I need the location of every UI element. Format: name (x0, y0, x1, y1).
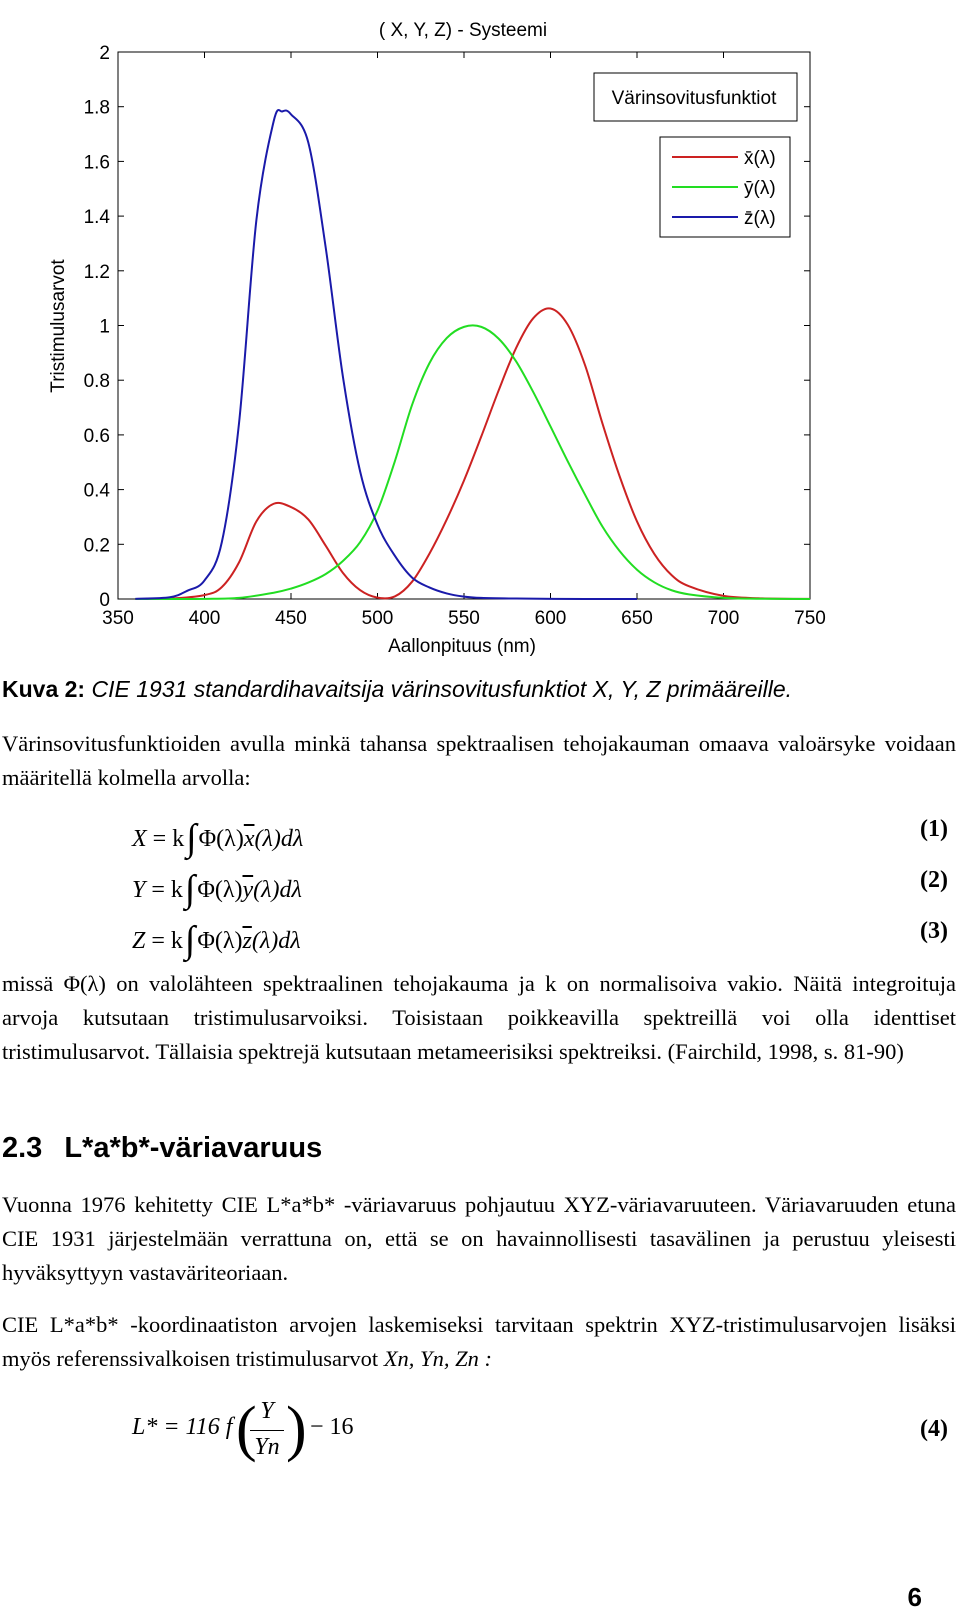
legend-title-box: Värinsovitusfunktiot (593, 72, 798, 122)
x-tick-label: 650 (621, 608, 653, 629)
section-number: 2.3 (2, 1132, 43, 1164)
y-axis-label: Tristimulusarvot (48, 259, 69, 393)
section-title: L*a*b*-väriavaruus (64, 1132, 323, 1164)
x-tick-label: 600 (535, 608, 567, 629)
y-tick-label: 2 (99, 43, 110, 64)
caption-text: CIE 1931 standardihavaitsija värinsovitu… (91, 676, 793, 702)
equation-1: X = k∫Φ(λ)x(λ)dλ (132, 817, 304, 859)
x-axis-label: Aallonpituus (nm) (388, 636, 536, 657)
tristimulus-chart: ( X, Y, Z) - Systeemi 0 0.2 0.4 0.6 0.8 1 1.2 1… (48, 20, 826, 657)
paragraph-lab: Vuonna 1976 kehitetty CIE L*a*b* -väriav… (2, 1192, 956, 1285)
legend-entry-z: z̄(λ) (744, 208, 776, 229)
equation-3-number: (3) (920, 918, 948, 944)
y-tick-label: 1.6 (84, 152, 110, 173)
series-y-bar (135, 324, 811, 601)
y-tick-label: 1.8 (84, 98, 110, 119)
y-tick-label: 0.4 (84, 481, 111, 502)
y-tick-label: 1.4 (84, 207, 111, 228)
x-tick-label: 550 (448, 608, 480, 629)
y-tick-label: 0.6 (84, 426, 110, 447)
series-z-bar (135, 108, 638, 601)
x-tick-label: 450 (275, 608, 307, 629)
curves (135, 108, 811, 601)
page-number: 6 (907, 1582, 922, 1612)
y-tick-label: 1 (99, 317, 110, 338)
equation-1-number: (1) (920, 816, 948, 842)
y-tick-label: 0 (99, 590, 110, 611)
paragraph-reference-white: CIE L*a*b* -koordinaatiston arvojen lask… (2, 1312, 956, 1371)
x-tick-label: 350 (102, 608, 134, 629)
y-tick-label: 1.2 (84, 262, 110, 283)
legend-entry-y: ȳ(λ) (744, 178, 776, 199)
equation-2: Y = k∫Φ(λ)y(λ)dλ (132, 868, 302, 910)
x-axis-ticks: 350 400 450 500 550 600 650 700 750 (102, 52, 826, 629)
y-axis-ticks: 0 0.2 0.4 0.6 0.8 1 1.2 1.4 1.6 1.8 2 (84, 43, 810, 611)
section-heading: 2.3 L*a*b*-väriavaruus (2, 1132, 344, 1165)
equation-3: Z = k∫Φ(λ)z(λ)dλ (132, 919, 301, 961)
plot-area (117, 51, 811, 600)
legend-entry-x: x̄(λ) (744, 148, 776, 169)
paragraph-intro: Värinsovitusfunktioiden avulla minkä tah… (2, 731, 956, 790)
x-tick-label: 750 (794, 608, 826, 629)
paragraph-definitions: missä Φ(λ) on valolähteen spektraalinen … (2, 971, 956, 1064)
series-x-bar (135, 307, 811, 601)
x-tick-label: 500 (362, 608, 394, 629)
equation-2-number: (2) (920, 867, 948, 893)
legend: x̄(λ) ȳ(λ) z̄(λ) (659, 136, 791, 238)
y-tick-label: 0.8 (84, 371, 110, 392)
reference-white-vars: Xn, Yn, Zn : (383, 1346, 492, 1371)
equation-4-number: (4) (920, 1416, 948, 1442)
chart-title: ( X, Y, Z) - Systeemi (379, 20, 547, 41)
y-tick-label: 0.2 (84, 535, 110, 556)
figure-caption: Kuva 2: CIE 1931 standardihavaitsija vär… (2, 676, 952, 703)
legend-title: Värinsovitusfunktiot (612, 88, 777, 109)
x-tick-label: 400 (189, 608, 221, 629)
caption-label: Kuva 2: (2, 676, 86, 702)
x-tick-label: 700 (708, 608, 740, 629)
